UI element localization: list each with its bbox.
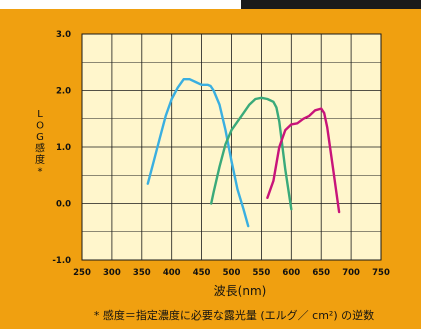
x-axis-label: 波長(nm) [214,284,267,298]
grid-lines [81,33,382,261]
series-line-2 [209,96,293,211]
x-tick-label: 650 [312,268,330,278]
x-tick-label: 750 [372,268,390,278]
x-tick-label: 300 [103,268,121,278]
y-tick-label: -1.0 [52,256,71,266]
series-line-1 [146,77,250,228]
x-tick-label: 600 [282,268,300,278]
y-tick-labels: -1.0 0.0 1.0 2.0 3.0 [52,30,71,266]
y-axis-label-char: 度 [35,153,45,166]
x-tick-label: 500 [223,268,241,278]
series-group [146,77,341,228]
y-axis-label-char: L [37,109,43,120]
x-tick-label: 400 [163,268,181,278]
y-axis-label-char: G [36,132,44,143]
x-tick-labels: 250 300 350 400 450 500 550 600 650 700 750 [73,268,390,278]
y-tick-label: 3.0 [56,30,71,40]
x-tick-label: 350 [133,268,151,278]
x-tick-label: 450 [193,268,211,278]
y-tick-label: 2.0 [56,87,71,97]
x-tick-label: 700 [342,268,360,278]
y-axis-label-char: 感 [35,142,45,155]
y-axis-label-char: O [36,121,44,132]
y-axis-label-char: * [38,167,43,178]
series-line-3 [266,107,341,214]
y-tick-label: 0.0 [56,200,71,210]
y-tick-label: 1.0 [56,143,71,153]
x-tick-label: 250 [73,268,91,278]
top-dark-strip [241,0,421,9]
footnote: * 感度＝指定濃度に必要な露光量 (エルグ／ cm²) の逆数 [94,308,374,322]
x-tick-label: 550 [253,268,271,278]
